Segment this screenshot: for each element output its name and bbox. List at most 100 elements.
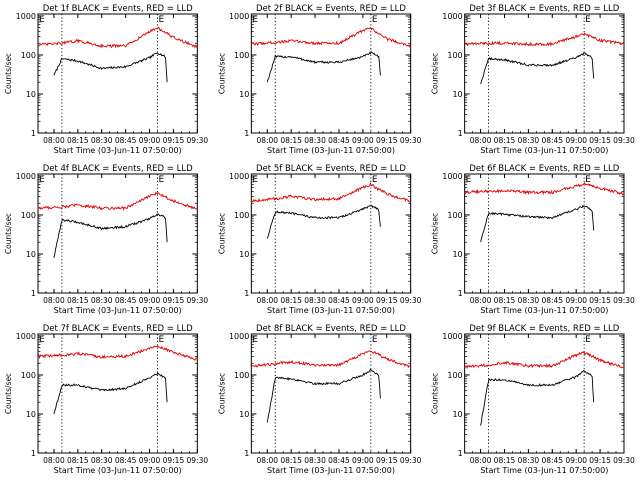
event-flag-label: E xyxy=(158,175,164,185)
x-tick-label: 09:30 xyxy=(187,136,209,145)
x-tick-label: 08:15 xyxy=(280,456,302,465)
x-tick-label: 09:30 xyxy=(613,456,635,465)
x-tick-label: 09:00 xyxy=(139,456,161,465)
y-tick-label: 1000 xyxy=(229,12,249,21)
x-tick-label: 08:15 xyxy=(67,296,89,305)
y-axis-label: Counts/sec xyxy=(4,373,13,414)
event-flag-label: E xyxy=(39,335,45,345)
x-tick-label: 09:00 xyxy=(565,296,587,305)
y-tick-label: 1 xyxy=(244,129,249,138)
y-tick-label: 10 xyxy=(239,90,249,99)
panel-det-8f: Det 8f BLACK = Events, RED = LLD 1 10 100 10… xyxy=(217,324,421,475)
x-axis-label: Start Time (03-Jun-11 07:50:00) xyxy=(480,146,608,155)
x-tick-label: 08:00 xyxy=(43,456,65,465)
x-tick-label: 08:15 xyxy=(494,456,516,465)
x-axis-label: Start Time (03-Jun-11 07:50:00) xyxy=(480,466,608,475)
events-series-line xyxy=(480,52,595,85)
x-tick-label: 09:30 xyxy=(400,136,422,145)
x-axis-label: Start Time (03-Jun-11 07:50:00) xyxy=(267,146,395,155)
event-flag-label: E xyxy=(466,175,472,185)
events-series-line xyxy=(53,213,168,258)
x-tick-label: 09:15 xyxy=(376,136,398,145)
chart-title: Det 2f BLACK = Events, RED = LLD xyxy=(256,4,406,14)
lld-series-line xyxy=(464,350,625,370)
event-flag-label: E xyxy=(252,335,258,345)
x-tick-label: 09:15 xyxy=(589,296,611,305)
chart-title: Det 8f BLACK = Events, RED = LLD xyxy=(256,324,406,334)
y-tick-label: 100 xyxy=(234,371,249,380)
x-tick-label: 08:30 xyxy=(304,456,326,465)
y-tick-label: 100 xyxy=(447,51,462,60)
y-tick-label: 1 xyxy=(244,449,249,458)
x-tick-label: 09:00 xyxy=(352,136,374,145)
y-tick-label: 10 xyxy=(26,250,36,259)
x-tick-label: 08:45 xyxy=(328,296,350,305)
y-tick-label: 1000 xyxy=(442,172,462,181)
event-flag-label: E xyxy=(252,175,258,185)
event-flag-label: E xyxy=(585,335,591,345)
y-tick-label: 1 xyxy=(31,289,36,298)
x-tick-label: 08:15 xyxy=(67,456,89,465)
y-tick-label: 1000 xyxy=(229,172,249,181)
x-tick-label: 09:30 xyxy=(613,136,635,145)
x-tick-label: 09:15 xyxy=(163,136,185,145)
events-series-line xyxy=(266,204,381,239)
panel-det-1f: Det 1f BLACK = Events, RED = LLD 1 10 100 10… xyxy=(4,4,208,155)
x-tick-label: 09:30 xyxy=(187,296,209,305)
events-series-line xyxy=(53,372,168,415)
y-tick-label: 1 xyxy=(458,449,463,458)
x-tick-label: 08:30 xyxy=(518,136,540,145)
x-tick-label: 08:45 xyxy=(541,456,563,465)
panel-det-9f: Det 9f BLACK = Events, RED = LLD 1 10 100 10… xyxy=(431,324,635,475)
x-tick-label: 08:15 xyxy=(494,136,516,145)
event-flag-label: E xyxy=(372,335,378,345)
event-flag-label: E xyxy=(39,15,45,25)
lld-series-line xyxy=(464,32,625,47)
event-flag-label: E xyxy=(158,335,164,345)
y-axis-label: Counts/sec xyxy=(217,53,226,94)
y-axis-label: Counts/sec xyxy=(431,373,440,414)
x-tick-label: 09:00 xyxy=(139,296,161,305)
x-tick-label: 09:00 xyxy=(565,456,587,465)
chart-title: Det 3f BLACK = Events, RED = LLD xyxy=(469,4,619,14)
y-tick-label: 10 xyxy=(239,410,249,419)
events-series-line xyxy=(53,52,168,83)
events-series-line xyxy=(266,51,381,83)
lld-series-line xyxy=(251,350,412,369)
event-flag-label: E xyxy=(585,15,591,25)
x-tick-label: 09:15 xyxy=(163,296,185,305)
x-tick-label: 08:15 xyxy=(280,136,302,145)
x-tick-label: 08:00 xyxy=(256,456,278,465)
lld-series-line xyxy=(37,26,198,49)
panel-det-5f: Det 5f BLACK = Events, RED = LLD 1 10 100 10… xyxy=(217,164,421,315)
x-tick-label: 08:30 xyxy=(518,456,540,465)
x-tick-label: 08:30 xyxy=(304,136,326,145)
x-tick-label: 09:30 xyxy=(400,296,422,305)
y-tick-label: 100 xyxy=(21,211,36,220)
x-tick-label: 08:00 xyxy=(470,136,492,145)
x-tick-label: 08:00 xyxy=(43,136,65,145)
event-flag-label: E xyxy=(466,15,472,25)
chart-title: Det 6f BLACK = Events, RED = LLD xyxy=(469,164,619,174)
event-flag-label: E xyxy=(466,335,472,345)
y-tick-label: 1 xyxy=(458,129,463,138)
x-tick-label: 08:00 xyxy=(256,136,278,145)
chart-title: Det 1f BLACK = Events, RED = LLD xyxy=(43,4,193,14)
x-tick-label: 08:45 xyxy=(328,456,350,465)
x-axis-label: Start Time (03-Jun-11 07:50:00) xyxy=(267,466,395,475)
y-tick-label: 1000 xyxy=(442,332,462,341)
panel-det-4f: Det 4f BLACK = Events, RED = LLD 1 10 100 10… xyxy=(4,164,208,315)
x-tick-label: 09:15 xyxy=(376,456,398,465)
x-tick-label: 08:45 xyxy=(541,136,563,145)
x-tick-label: 09:15 xyxy=(163,456,185,465)
panel-det-3f: Det 3f BLACK = Events, RED = LLD 1 10 100 10… xyxy=(431,4,635,155)
y-tick-label: 100 xyxy=(21,371,36,380)
x-tick-label: 08:15 xyxy=(280,296,302,305)
panel-det-6f: Det 6f BLACK = Events, RED = LLD 1 10 100 10… xyxy=(431,164,635,315)
chart-title: Det 5f BLACK = Events, RED = LLD xyxy=(256,164,406,174)
y-tick-label: 10 xyxy=(26,90,36,99)
x-tick-label: 08:00 xyxy=(470,456,492,465)
events-series-line xyxy=(266,369,381,423)
lld-series-line xyxy=(250,26,412,48)
y-tick-label: 100 xyxy=(21,51,36,60)
